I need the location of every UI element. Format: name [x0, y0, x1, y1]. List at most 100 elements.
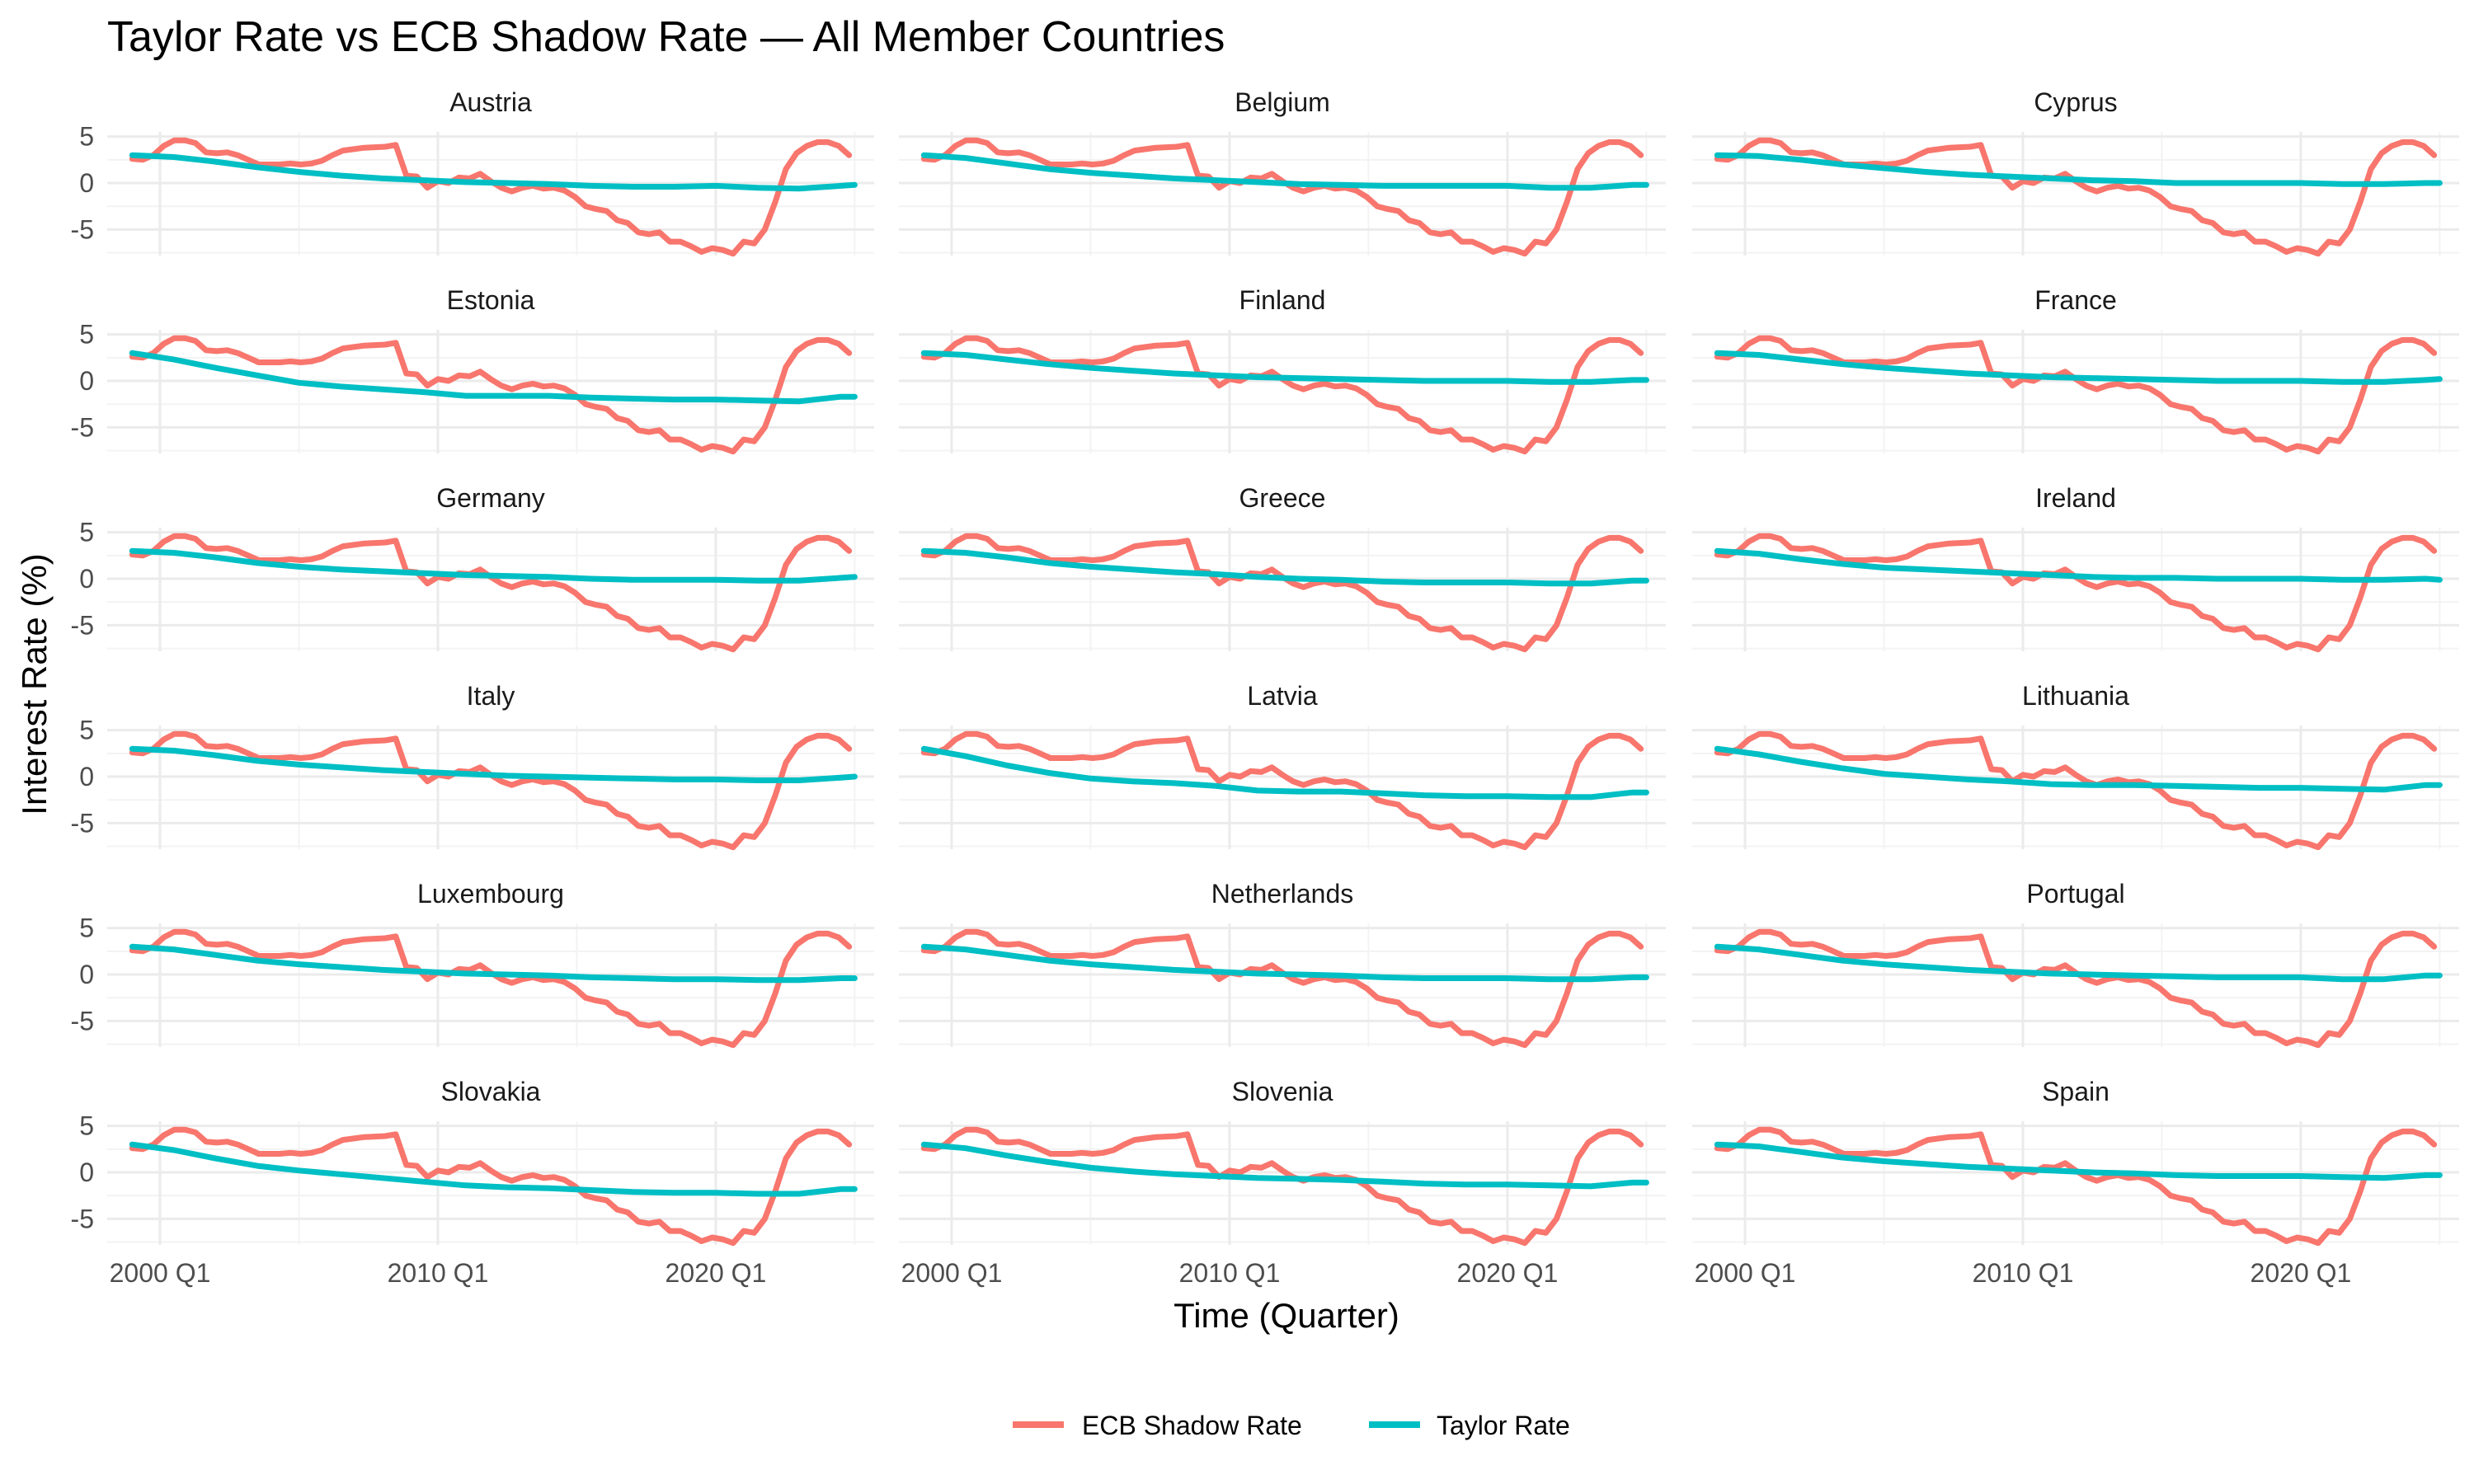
series-line-taylor-rate [920, 1141, 1649, 1190]
y-axis-title: Interest Rate (%) [15, 553, 54, 815]
panel-slovenia: Slovenia 2000 Q1 2010 Q1 2020 Q1 [899, 1077, 1666, 1288]
series-line-ecb-shadow-rate [129, 137, 853, 257]
legend-label-taylor-rate: Taylor Rate [1437, 1411, 1570, 1440]
y-tick-label: 0 [79, 168, 94, 198]
panel-title: Finland [1239, 285, 1326, 315]
y-tick-label: -5 [71, 808, 94, 838]
x-tick-label: 2020 Q1 [1457, 1258, 1559, 1288]
panel-lithuania: Lithuania [1692, 681, 2459, 851]
panel-slovakia: Slovakia 5 0 -5 2000 Q1 2010 Q1 2020 Q1 [71, 1077, 874, 1288]
series-line-taylor-rate [129, 547, 858, 584]
series-line-taylor-rate [1714, 1141, 2443, 1181]
y-tick-label: -5 [71, 1204, 94, 1233]
series-line-ecb-shadow-rate [920, 928, 1644, 1049]
series-line-ecb-shadow-rate [1714, 1126, 2438, 1247]
panel-greece: Greece [899, 483, 1666, 653]
panel-title: Belgium [1235, 87, 1330, 117]
panel-luxembourg: Luxembourg 5 0 -5 [71, 879, 874, 1049]
series-line-taylor-rate [920, 547, 1649, 587]
panel-title: Slovakia [441, 1077, 541, 1106]
panel-title: Italy [467, 681, 515, 711]
x-axis-title: Time (Quarter) [1174, 1296, 1399, 1335]
panel-germany: Germany 5 0 -5 [71, 483, 874, 653]
series-line-taylor-rate [129, 350, 858, 405]
legend: ECB Shadow Rate Taylor Rate [1013, 1411, 1570, 1440]
series-line-ecb-shadow-rate [129, 928, 853, 1049]
y-tick-label: 0 [79, 960, 94, 989]
y-tick-label: 5 [79, 913, 94, 943]
panel-ireland: Ireland [1692, 483, 2459, 653]
series-line-ecb-shadow-rate [129, 730, 853, 851]
x-tick-label: 2000 Q1 [110, 1258, 211, 1288]
series-line-ecb-shadow-rate [920, 335, 1644, 455]
y-tick-label: 5 [79, 122, 94, 152]
series-line-taylor-rate [1714, 152, 2443, 187]
x-tick-label: 2010 Q1 [388, 1258, 489, 1288]
panel-title: Estonia [447, 285, 535, 315]
series-line-taylor-rate [1714, 943, 2443, 983]
panel-title: Luxembourg [417, 879, 564, 909]
series-line-ecb-shadow-rate [129, 1126, 853, 1247]
x-tick-label: 2000 Q1 [901, 1258, 1003, 1288]
panel-france: France [1692, 285, 2459, 455]
panel-latvia: Latvia [899, 681, 1666, 851]
series-line-taylor-rate [920, 152, 1649, 191]
panel-title: Slovenia [1232, 1077, 1333, 1106]
panel-title: Lithuania [2022, 681, 2129, 711]
y-tick-label: 0 [79, 564, 94, 594]
x-tick-label: 2020 Q1 [666, 1258, 767, 1288]
panel-spain: Spain 2000 Q1 2010 Q1 2020 Q1 [1692, 1077, 2459, 1288]
series-line-ecb-shadow-rate [920, 730, 1644, 851]
x-tick-label: 2010 Q1 [1179, 1258, 1281, 1288]
panel-title: Portugal [2026, 879, 2124, 909]
panel-title: Greece [1239, 483, 1326, 513]
series-line-taylor-rate [920, 745, 1649, 801]
y-tick-label: 0 [79, 1158, 94, 1187]
panel-title: Germany [436, 483, 545, 513]
panel-title: Latvia [1247, 681, 1318, 711]
panel-title: Austria [449, 87, 532, 117]
series-line-ecb-shadow-rate [920, 533, 1644, 653]
series-line-ecb-shadow-rate [129, 533, 853, 653]
panel-title: France [2034, 285, 2117, 315]
panel-italy: Italy 5 0 -5 [71, 681, 874, 851]
series-line-taylor-rate [129, 745, 858, 783]
x-tick-label: 2010 Q1 [1973, 1258, 2074, 1288]
panel-netherlands: Netherlands [899, 879, 1666, 1049]
panel-title: Spain [2042, 1077, 2109, 1106]
series-line-ecb-shadow-rate [1714, 533, 2438, 653]
x-tick-label: 2000 Q1 [1695, 1258, 1796, 1288]
panel-title: Netherlands [1211, 879, 1354, 909]
panel-estonia: Estonia 5 0 -5 [71, 285, 874, 455]
series-line-taylor-rate [1714, 547, 2443, 583]
series-line-taylor-rate [920, 350, 1649, 385]
panels: Austria 5 0 -5 Belgium Cyprus Estonia 5 0 -5 Finla… [71, 87, 2459, 1288]
series-line-taylor-rate [129, 152, 858, 192]
series-line-taylor-rate [129, 1141, 858, 1197]
y-tick-label: 5 [79, 320, 94, 350]
series-line-taylor-rate [129, 943, 858, 984]
series-line-ecb-shadow-rate [1714, 335, 2438, 455]
series-line-ecb-shadow-rate [1714, 137, 2438, 257]
y-tick-label: 0 [79, 366, 94, 396]
y-tick-label: 5 [79, 518, 94, 547]
y-tick-label: 5 [79, 716, 94, 745]
series-line-ecb-shadow-rate [129, 335, 853, 455]
panel-portugal: Portugal [1692, 879, 2459, 1049]
y-tick-label: -5 [71, 214, 94, 244]
y-tick-label: -5 [71, 610, 94, 640]
panel-cyprus: Cyprus [1692, 87, 2459, 257]
y-tick-label: -5 [71, 1006, 94, 1036]
legend-label-ecb-shadow-rate: ECB Shadow Rate [1082, 1411, 1302, 1440]
series-line-taylor-rate [1714, 745, 2443, 793]
x-tick-label: 2020 Q1 [2251, 1258, 2352, 1288]
series-line-ecb-shadow-rate [920, 137, 1644, 257]
y-tick-label: 5 [79, 1111, 94, 1141]
chart-title: Taylor Rate vs ECB Shadow Rate — All Mem… [107, 13, 1225, 61]
panel-finland: Finland [899, 285, 1666, 455]
series-line-taylor-rate [920, 943, 1649, 983]
panel-belgium: Belgium [899, 87, 1666, 257]
series-line-ecb-shadow-rate [1714, 928, 2438, 1049]
panel-title: Cyprus [2034, 87, 2117, 117]
